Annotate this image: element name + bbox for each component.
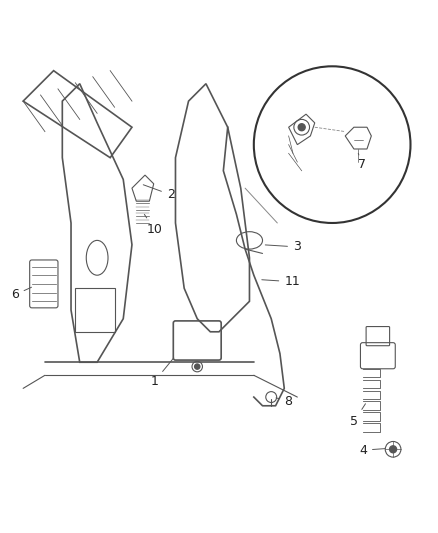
- Text: 5: 5: [350, 404, 365, 427]
- Circle shape: [194, 364, 200, 369]
- Circle shape: [298, 124, 305, 131]
- Text: 2: 2: [143, 185, 175, 201]
- Text: 6: 6: [11, 287, 32, 301]
- Circle shape: [390, 446, 396, 453]
- Text: 3: 3: [265, 240, 301, 253]
- Text: 1: 1: [150, 358, 174, 389]
- Text: 7: 7: [358, 154, 366, 171]
- Text: 11: 11: [262, 275, 300, 288]
- Text: 4: 4: [359, 443, 385, 457]
- Text: 10: 10: [145, 214, 162, 236]
- Text: 8: 8: [276, 395, 292, 408]
